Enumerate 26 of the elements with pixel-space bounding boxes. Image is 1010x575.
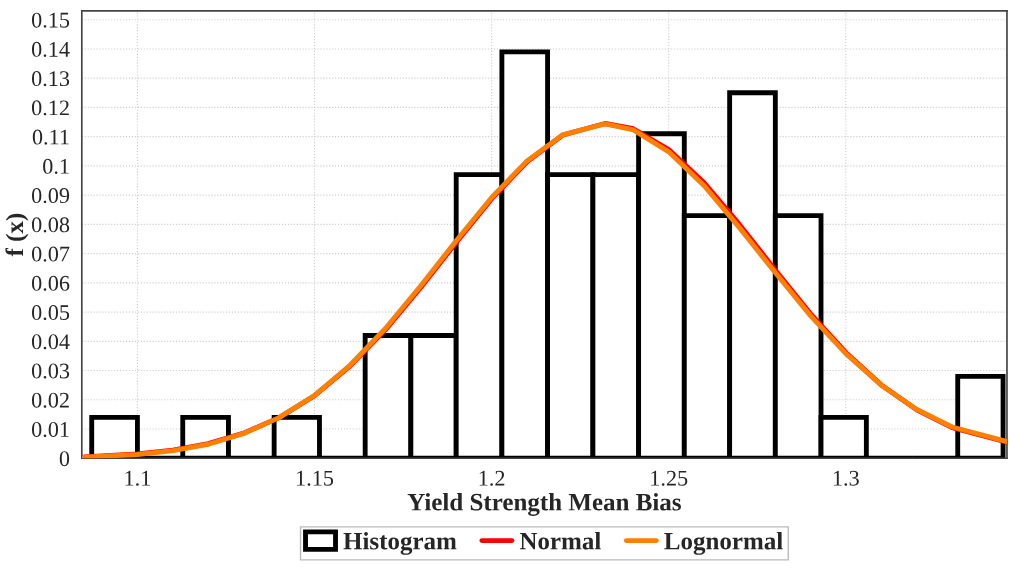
x-tick-label: 1.25	[651, 470, 688, 486]
y-tick-label: 0.02	[31, 392, 69, 408]
y-tick-label: 0.03	[31, 363, 70, 379]
legend-label: Histogram	[343, 531, 457, 555]
y-tick-label: 0.12	[31, 100, 69, 116]
y-tick-label: 0.14	[31, 41, 70, 57]
y-tick-label: 0.01	[31, 421, 69, 438]
y-tick-label: 0.13	[31, 71, 70, 87]
y-tick-label: 0.08	[31, 217, 70, 233]
y-axis-title: f (x)	[5, 213, 29, 257]
y-tick-label: 0.05	[31, 305, 70, 321]
y-tick-label: 0.15	[31, 12, 70, 28]
y-tick-label: 0.07	[31, 246, 70, 262]
y-tick-label: 0.09	[31, 188, 70, 204]
x-tick-label: 1.2	[479, 470, 505, 486]
y-tick-label: 0.1	[43, 158, 69, 174]
x-axis-title: Yield Strength Mean Bias	[407, 493, 681, 516]
legend-label: Lognormal	[664, 531, 783, 555]
x-tick-label: 1.15	[297, 470, 334, 486]
y-tick-label: 0.06	[31, 275, 70, 291]
x-tick-label: 1.1	[125, 470, 150, 486]
x-tick-label: 1.3	[833, 470, 859, 486]
y-tick-label: 0.04	[31, 334, 70, 350]
legend-label: Normal	[519, 531, 601, 550]
y-tick-label: 0	[59, 451, 70, 467]
y-tick-label: 0.11	[32, 129, 69, 145]
